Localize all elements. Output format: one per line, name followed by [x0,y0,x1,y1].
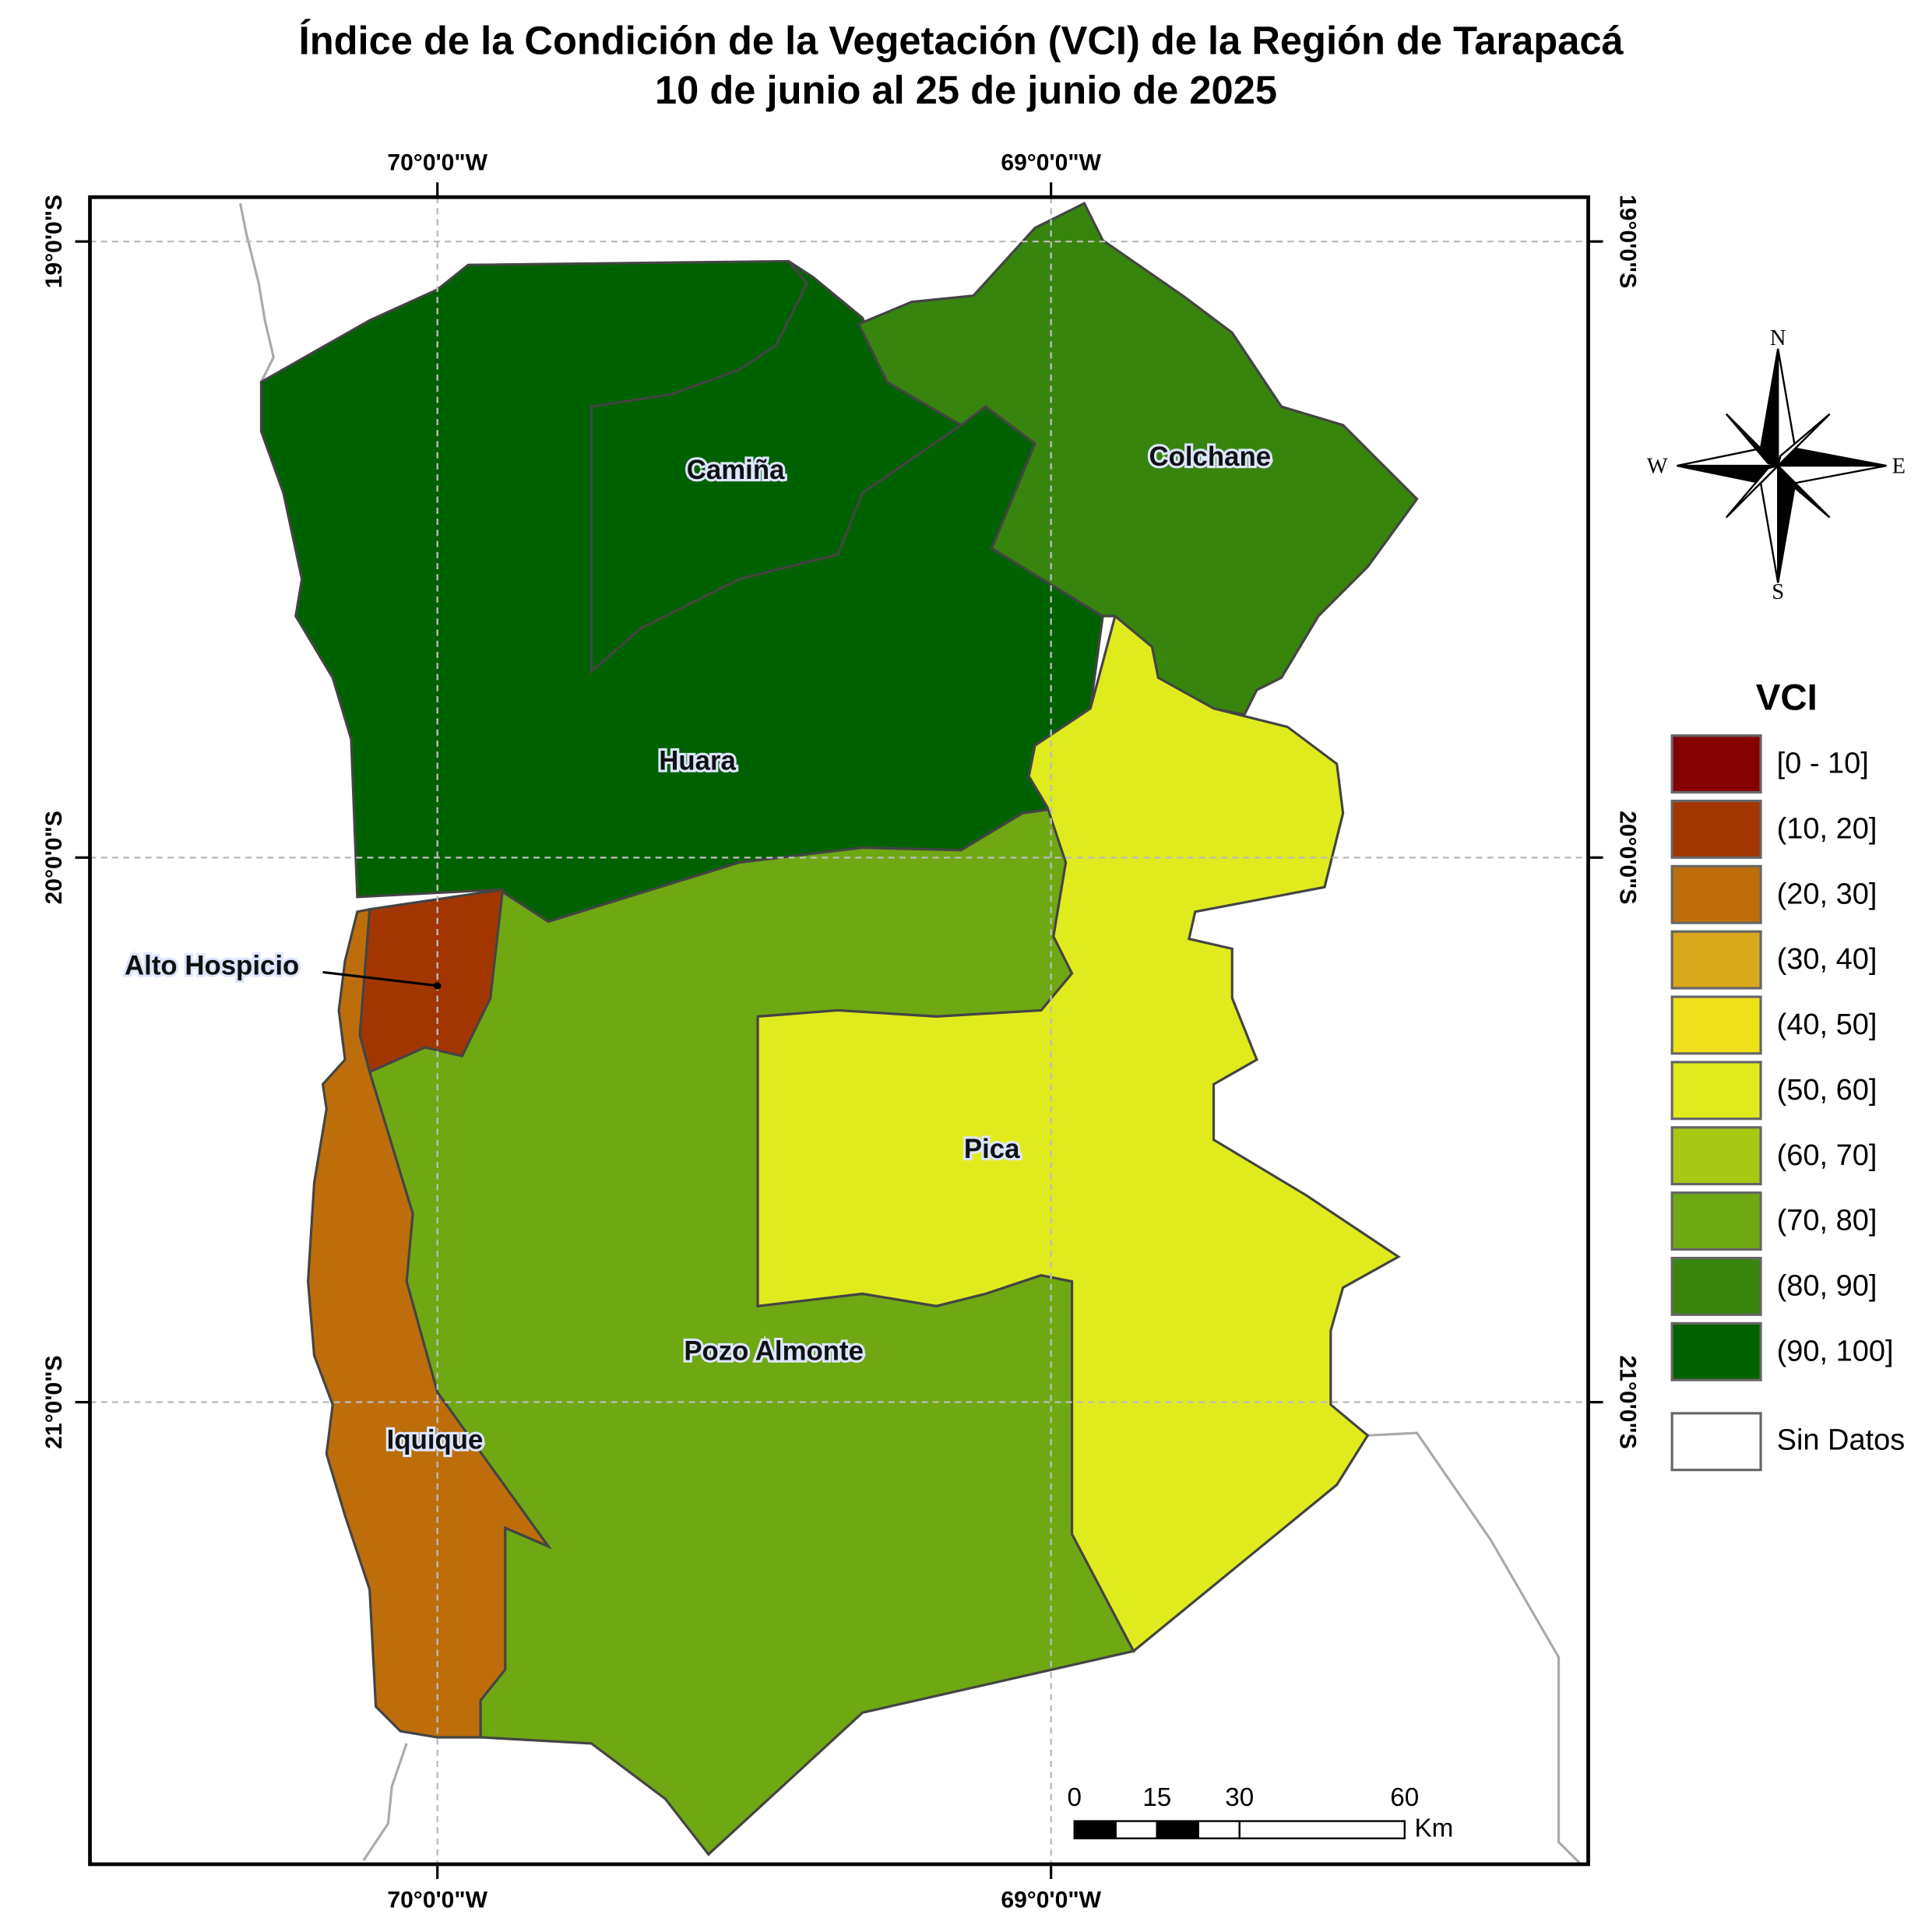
lat-label: 20°0'0"S [1615,811,1641,904]
legend-label: [0 - 10] [1777,748,1869,780]
no-data-boundaries [238,202,1581,1864]
legend-label: (20, 30] [1777,878,1877,910]
legend-swatch [1670,1191,1762,1251]
leader-line [322,970,438,987]
region-label: Iquique [387,1424,484,1455]
map-frame [88,195,1590,1867]
lon-label: 70°0'0"W [387,150,487,175]
subtitle: 10 de junio al 25 de junio de 2025 [655,68,1277,112]
legend-label: (30, 40] [1777,943,1877,976]
graticule [90,197,1589,1864]
region-label: Colchane [1149,442,1271,472]
region-label: Huara [659,746,736,776]
compass-w: W [1647,455,1668,479]
legend-label: (10, 20] [1777,812,1877,845]
scale-label: 15 [1142,1783,1171,1812]
lon-label: 69°0'0"W [1001,150,1101,175]
lat-label: 19°0'0"S [1615,195,1641,288]
scale-segment [1073,1820,1117,1839]
legend-label: Sin Datos [1777,1423,1906,1456]
legend-label: (50, 60] [1777,1074,1877,1107]
legend-label: (80, 90] [1777,1270,1877,1303]
legend-swatch [1670,1126,1762,1186]
frame-ticks [75,182,1603,1879]
leader-dot [433,982,442,990]
region-camina-boundary [589,260,962,674]
legend-swatch [1670,1256,1762,1316]
legend-label: (40, 50] [1777,1008,1877,1041]
scale-segment [1156,1820,1199,1839]
compass: N S E W [1647,326,1906,604]
region-pica [756,614,1401,1653]
title: Índice de la Condición de la Vegetación … [299,19,1624,63]
region-label: Pozo Almonte [684,1336,864,1367]
lat-label: 19°0'0"S [41,195,67,288]
region-label: Pica [964,1134,1020,1164]
legend-title: VCI [1756,677,1818,718]
legend-swatch [1670,1412,1762,1472]
compass-s: S [1772,580,1784,604]
scale-label: 30 [1225,1783,1254,1812]
legend-label: (90, 100] [1777,1335,1894,1367]
scale-segment [1197,1820,1240,1839]
legend-swatch [1670,864,1762,924]
lon-label: 69°0'0"W [1001,1887,1101,1913]
lon-label: 70°0'0"W [387,1887,487,1913]
scale-segment [1238,1820,1406,1839]
legend-swatch [1670,930,1762,990]
legend-swatch [1670,1061,1762,1121]
lat-label: 21°0'0"S [41,1355,67,1448]
legend-label: (60, 70] [1777,1139,1877,1172]
compass-e: E [1892,455,1906,479]
region-colchane [857,201,1419,716]
legend-swatch [1670,995,1762,1055]
legend: [0 - 10] (10, 20] (20, 30] (30, 40] (40, 50]… [1670,734,1894,1381]
scale-label: 60 [1390,1783,1419,1812]
legend-label: (70, 80] [1777,1205,1877,1237]
scale-label: 0 [1067,1783,1081,1812]
scale-unit: Km [1414,1814,1453,1842]
legend-swatch [1670,734,1762,794]
legend-swatch [1670,1321,1762,1381]
lat-label: 21°0'0"S [1615,1355,1641,1448]
lat-label: 20°0'0"S [41,811,67,904]
region-label: Camiña [687,455,785,485]
region-iquique [306,907,552,1739]
scale-segment [1114,1820,1158,1839]
legend-swatch [1670,799,1762,859]
region-label: Alto Hospicio [125,950,299,980]
compass-n: N [1770,326,1786,350]
